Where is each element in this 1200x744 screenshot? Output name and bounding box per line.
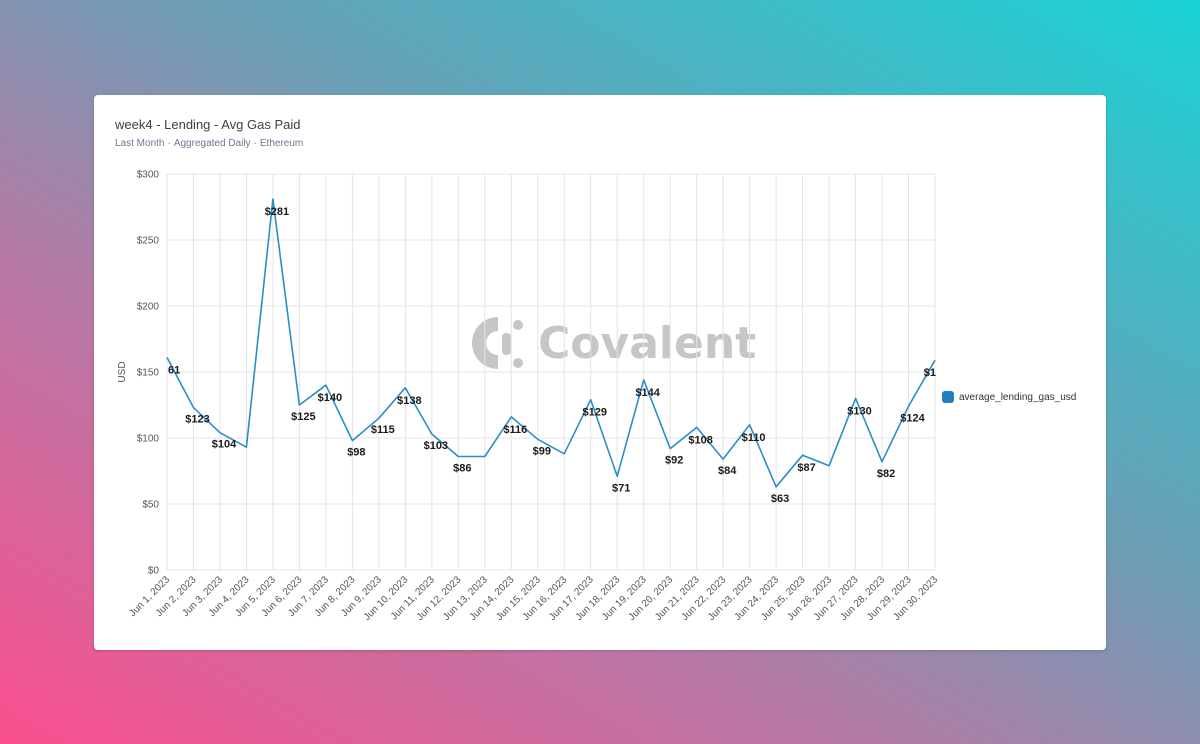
covalent-watermark: Covalent [466,311,756,375]
data-label: $92 [665,455,683,467]
data-label: $71 [612,482,630,494]
legend-label: average_lending_gas_usd [959,391,1077,403]
data-label: $124 [900,412,925,424]
subtitle-separator: · [167,138,171,149]
y-tick-label: $50 [142,500,159,511]
data-label: $115 [371,424,395,436]
subtitle-aggregation: Aggregated Daily [173,138,251,149]
chart-grid [166,173,936,571]
chart-subtitle: Last Month · Aggregated Daily · Ethereum [115,138,303,149]
y-tick-label: $150 [137,368,160,379]
data-label: $99 [533,445,551,457]
y-tick-label: $200 [137,302,160,313]
subtitle-separator: · [253,138,257,149]
data-label: $103 [424,440,448,452]
chart-title: week4 - Lending - Avg Gas Paid [115,117,301,132]
series-average-lending-gas-usd [166,198,936,488]
subtitle-period: Last Month [115,138,165,149]
data-label: $86 [453,462,471,474]
data-label: $108 [688,434,712,446]
y-tick-label: $250 [137,236,160,247]
data-label: $82 [877,468,895,480]
data-label: $98 [347,447,365,459]
data-label: $110 [742,432,766,444]
y-tick-label: $100 [137,434,160,445]
y-axis-label: USD [117,361,128,382]
data-label: $123 [185,414,209,426]
data-label: $130 [847,405,871,417]
data-label: $1 [924,367,936,379]
data-label: $63 [771,493,789,505]
legend-swatch [942,391,954,403]
data-label: $281 [265,206,289,218]
data-label: $87 [797,462,815,474]
data-label: $129 [582,407,606,419]
watermark-text: Covalent [538,317,757,369]
data-label: $138 [397,395,421,407]
line-chart: $0 $50 $100 $150 $200 $250 $300 Jun 1, 2023Jun… [117,170,940,624]
data-label: $84 [718,465,737,477]
chart-card: week4 - Lending - Avg Gas Paid Last Mont… [94,95,1106,650]
subtitle-network: Ethereum [259,138,304,149]
data-label: $144 [635,387,660,399]
data-label: $104 [212,439,237,451]
data-label: $140 [318,392,342,404]
data-label: $125 [291,411,315,423]
y-tick-label: $0 [148,566,160,577]
chart-legend[interactable]: average_lending_gas_usd [942,391,1076,403]
y-tick-label: $300 [137,170,160,181]
series-line[interactable] [166,198,936,488]
y-axis: $0 $50 $100 $150 $200 $250 $300 [137,170,160,577]
data-label: 61 [168,364,180,376]
data-labels: 61 $123 $104 $281 $125$140 $98 $115 $138 $103 $86… [168,206,936,505]
data-label: $116 [503,424,527,436]
